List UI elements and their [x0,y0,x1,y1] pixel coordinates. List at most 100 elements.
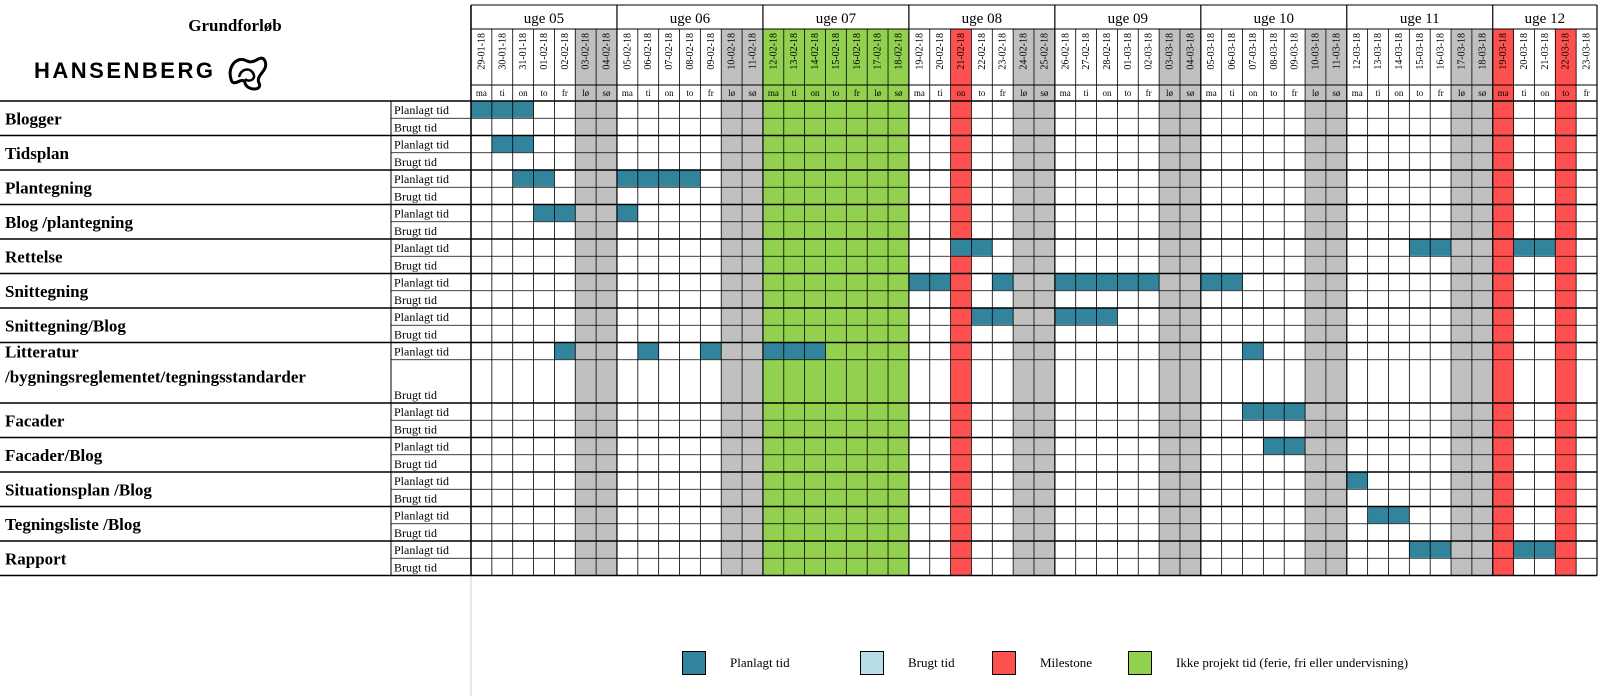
planned-bar [616,205,638,222]
date-label: 08-03-18 [1269,33,1280,70]
planned-bar [1534,239,1556,256]
week-label: uge 09 [1108,11,1148,27]
date-label: 21-02-18 [956,33,967,70]
date-label: 19-03-18 [1498,33,1509,70]
weekday-label: sø [748,88,757,98]
planned-bar [1409,239,1431,256]
weekday-label: to [686,88,694,98]
row-label-planned: Planlagt tid [394,345,449,359]
planned-bar [533,205,555,222]
task-name: Blog /plantegning [5,213,134,232]
row-label-planned: Planlagt tid [394,241,449,255]
weekday-label: ma [768,88,779,98]
planned-bar [1284,403,1306,420]
weekday-label: on [519,88,529,98]
weekday-label: ti [646,88,652,98]
date-label: 05-03-18 [1206,33,1217,70]
date-label: 22-03-18 [1561,33,1572,70]
weekday-label: ma [1060,88,1071,98]
day-column-nonproject [867,29,889,576]
task-name: Rettelse [5,247,63,266]
weekday-label: ti [1522,88,1528,98]
weekday-label: ma [476,88,487,98]
row-label-planned: Planlagt tid [394,138,449,152]
planned-bar [1430,541,1452,558]
planned-bar [512,101,534,118]
weekday-label: to [1270,88,1278,98]
weekday-label: fr [1438,88,1444,98]
planned-bar [637,170,659,187]
date-label: 25-02-18 [1039,33,1050,70]
planned-bar [950,239,972,256]
day-column-nonproject [846,29,868,576]
row-label-planned: Planlagt tid [394,172,449,186]
row-label-used: Brugt tid [394,328,437,342]
weekday-label: ti [792,88,798,98]
legend-item-used: Brugt tid [860,650,955,676]
weekday-label: ti [1084,88,1090,98]
task-name: Plantegning [5,178,92,197]
planned-bar [533,170,555,187]
date-label: 10-02-18 [727,33,738,70]
week-label: uge 08 [962,11,1002,27]
planned-bar [1388,507,1410,524]
row-label-planned: Planlagt tid [394,509,449,523]
date-label: 17-03-18 [1456,33,1467,70]
row-label-used: Brugt tid [394,457,437,471]
task-name: /bygningsreglementet/tegningsstandarder [4,368,306,387]
weekday-label: sø [603,88,612,98]
task-name: Snittegning [5,282,89,301]
date-label: 19-02-18 [914,33,925,70]
weekday-label: to [832,88,840,98]
planned-bar [1054,274,1076,291]
date-label: 05-02-18 [622,33,633,70]
planned-bar [762,343,784,360]
week-label: uge 05 [524,11,564,27]
weekday-label: on [1394,88,1404,98]
weekday-label: lø [1458,88,1466,98]
weekday-label: on [1102,88,1112,98]
weekday-label: ma [1498,88,1509,98]
weekday-label: fr [708,88,714,98]
planned-bar [1096,308,1118,325]
planned-bar [1284,438,1306,455]
day-column-weekend [1305,29,1326,576]
planned-bar [1242,343,1264,360]
day-column-weekend [721,29,743,576]
date-label: 12-03-18 [1352,33,1363,70]
task-name: Snittegning/Blog [5,316,126,335]
task-name: Situationsplan /Blog [5,480,152,499]
planned-bar [554,343,576,360]
task-name: Tidsplan [5,144,70,163]
date-label: 24-02-18 [1019,33,1030,70]
row-label-used: Brugt tid [394,224,437,238]
date-label: 06-03-18 [1227,33,1238,70]
date-label: 04-03-18 [1185,33,1196,70]
week-label: uge 06 [670,11,711,27]
planned-bar [1242,403,1264,420]
page-title: Grundforløb [188,16,282,35]
weekday-label: to [1124,88,1132,98]
date-label: 02-03-18 [1144,33,1155,70]
date-label: 20-03-18 [1519,33,1530,70]
day-column-weekend [1159,29,1180,576]
row-label-used: Brugt tid [394,190,437,204]
weekday-label: lø [1020,88,1028,98]
weekday-label: ti [1230,88,1236,98]
date-label: 16-03-18 [1436,33,1447,70]
weekday-label: lø [582,88,590,98]
row-label-planned: Planlagt tid [394,543,449,557]
planned-bar [1367,507,1389,524]
date-label: 30-01-18 [497,33,508,70]
date-label: 20-02-18 [935,33,946,70]
weekday-label: fr [854,88,860,98]
date-label: 18-02-18 [893,33,904,70]
planned-bar [1054,308,1076,325]
date-label: 09-03-18 [1290,33,1301,70]
day-column-milestone [1555,29,1577,576]
weekday-label: fr [1146,88,1152,98]
day-column-nonproject [804,29,826,576]
date-label: 07-03-18 [1248,33,1259,70]
day-column-weekend [596,29,617,576]
